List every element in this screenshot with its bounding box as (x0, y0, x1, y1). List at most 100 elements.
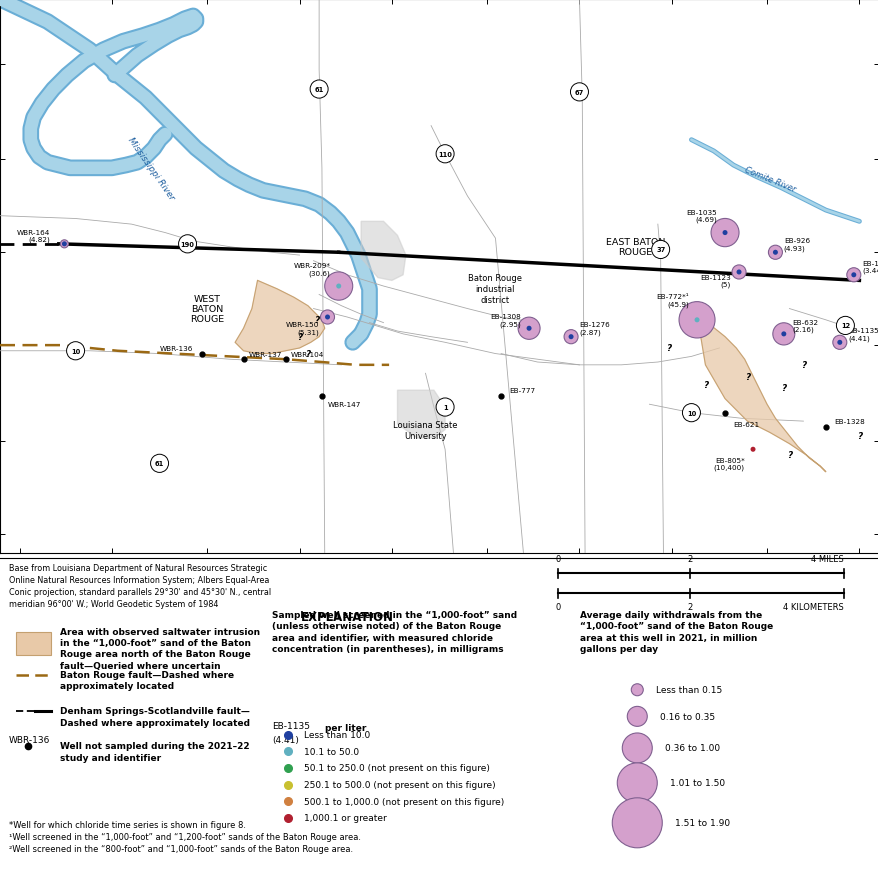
Ellipse shape (568, 335, 573, 340)
Text: EB-772*¹
(45.9): EB-772*¹ (45.9) (655, 294, 687, 307)
Text: 1,000.1 or greater: 1,000.1 or greater (304, 813, 386, 822)
Ellipse shape (336, 284, 341, 289)
Text: Denham Springs-Scotlandville fault—
Dashed where approximately located: Denham Springs-Scotlandville fault— Dash… (60, 707, 249, 727)
Text: EB-621: EB-621 (732, 422, 759, 427)
Text: Base from Louisiana Department of Natural Resources Strategic
Online Natural Res: Base from Louisiana Department of Natura… (9, 563, 270, 608)
Text: 0.36 to 1.00: 0.36 to 1.00 (665, 743, 720, 752)
Polygon shape (696, 315, 824, 472)
Ellipse shape (435, 399, 454, 416)
Text: Average daily withdrawals from the
“1,000-foot” sand of the Baton Rouge
area at : Average daily withdrawals from the “1,00… (579, 610, 773, 654)
Text: WBR-164
(4.82): WBR-164 (4.82) (17, 229, 50, 243)
Text: ?: ? (786, 451, 791, 460)
Ellipse shape (722, 230, 727, 236)
Text: 10: 10 (686, 410, 695, 416)
Text: EB-1035
(4.69): EB-1035 (4.69) (685, 210, 716, 223)
Text: WBR-150
(5.31): WBR-150 (5.31) (285, 323, 319, 336)
Text: 37: 37 (655, 247, 665, 253)
Text: 1: 1 (443, 405, 447, 410)
Polygon shape (397, 391, 444, 439)
Text: EB-632
(2.16): EB-632 (2.16) (791, 319, 817, 333)
Text: EB-1308
(2.95): EB-1308 (2.95) (489, 314, 520, 327)
Text: ?: ? (781, 384, 786, 392)
Text: ?: ? (666, 344, 671, 353)
Ellipse shape (616, 763, 657, 803)
Text: WBR-147: WBR-147 (327, 401, 361, 408)
Ellipse shape (772, 251, 777, 255)
Ellipse shape (679, 302, 714, 338)
Ellipse shape (67, 342, 84, 361)
Ellipse shape (850, 273, 855, 278)
Ellipse shape (320, 311, 335, 324)
FancyBboxPatch shape (16, 632, 51, 655)
Text: Area with observed saltwater intrusion
in the “1,000-foot” sand of the Baton
Rou: Area with observed saltwater intrusion i… (60, 627, 260, 670)
Text: WBR-104: WBR-104 (291, 351, 324, 357)
Ellipse shape (731, 266, 745, 280)
Text: ?: ? (30, 639, 37, 649)
Text: 110: 110 (437, 152, 451, 158)
Ellipse shape (651, 241, 669, 260)
Ellipse shape (61, 242, 67, 247)
Text: Less than 10.0: Less than 10.0 (304, 730, 370, 739)
Ellipse shape (325, 315, 329, 320)
Ellipse shape (622, 733, 651, 763)
Ellipse shape (781, 332, 786, 337)
Ellipse shape (710, 219, 738, 247)
Ellipse shape (324, 273, 352, 301)
Text: EB-1276
(2.87): EB-1276 (2.87) (579, 323, 609, 336)
Ellipse shape (570, 83, 587, 102)
Text: 0: 0 (555, 555, 560, 563)
Text: 10.1 to 50.0: 10.1 to 50.0 (304, 747, 359, 756)
Text: 1.01 to 1.50: 1.01 to 1.50 (670, 779, 724, 788)
Text: 61: 61 (314, 87, 323, 93)
Ellipse shape (767, 246, 781, 260)
Text: 0.16 to 0.35: 0.16 to 0.35 (659, 712, 715, 721)
Text: EB-926
(4.93): EB-926 (4.93) (783, 237, 809, 252)
Polygon shape (361, 222, 406, 281)
Text: ?: ? (313, 316, 319, 325)
Ellipse shape (694, 318, 699, 323)
Text: 4 MILES: 4 MILES (810, 555, 843, 563)
Text: Sampled well screened in the “1,000-foot” sand
(unless otherwise noted) of the B: Sampled well screened in the “1,000-foot… (272, 610, 517, 654)
Text: 1.51 to 1.90: 1.51 to 1.90 (674, 819, 730, 828)
Text: Baton Rouge fault—Dashed where
approximately located: Baton Rouge fault—Dashed where approxima… (60, 670, 234, 690)
Text: ?: ? (702, 381, 708, 390)
Ellipse shape (846, 268, 860, 283)
Text: Mississippi River: Mississippi River (126, 136, 176, 202)
Text: ?: ? (856, 431, 861, 440)
Text: 0: 0 (555, 602, 560, 611)
Text: EXPLANATION: EXPLANATION (300, 610, 393, 623)
Ellipse shape (836, 317, 853, 335)
Text: EB-1135²
(4.41): EB-1135² (4.41) (847, 328, 878, 341)
Text: EAST BATON
ROUGE: EAST BATON ROUGE (605, 237, 665, 257)
Text: WBR-137: WBR-137 (248, 351, 282, 357)
Ellipse shape (310, 81, 327, 99)
Text: Comite River: Comite River (742, 166, 795, 194)
Text: EB-1135: EB-1135 (272, 721, 310, 731)
Ellipse shape (435, 145, 454, 164)
Text: EB-777: EB-777 (509, 388, 535, 393)
Ellipse shape (630, 684, 643, 696)
Text: ?: ? (800, 361, 805, 370)
Text: WBR-209*
(30.6): WBR-209* (30.6) (293, 263, 330, 276)
Ellipse shape (831, 336, 846, 350)
Text: 50.1 to 250.0 (not present on this figure): 50.1 to 250.0 (not present on this figur… (304, 764, 489, 773)
Text: ?: ? (297, 333, 302, 342)
Text: WBR-136: WBR-136 (160, 346, 193, 352)
Text: EB-1220B
(3.44): EB-1220B (3.44) (861, 260, 878, 274)
Text: 12: 12 (840, 323, 849, 329)
Ellipse shape (772, 323, 794, 346)
Text: WBR-136: WBR-136 (9, 734, 50, 744)
Text: (4.41): (4.41) (272, 734, 299, 744)
Text: 67: 67 (574, 89, 583, 96)
Text: EB-1328: EB-1328 (833, 419, 864, 424)
Text: 2: 2 (687, 555, 692, 563)
Ellipse shape (750, 447, 755, 452)
Text: ?: ? (305, 350, 310, 359)
Text: EB-805*
(10,400): EB-805* (10,400) (713, 457, 744, 470)
Ellipse shape (526, 326, 531, 331)
Text: EB-1123
(5): EB-1123 (5) (699, 275, 730, 288)
Ellipse shape (150, 455, 169, 473)
Ellipse shape (736, 270, 741, 276)
Text: 4 KILOMETERS: 4 KILOMETERS (782, 602, 843, 611)
Polygon shape (235, 281, 324, 354)
